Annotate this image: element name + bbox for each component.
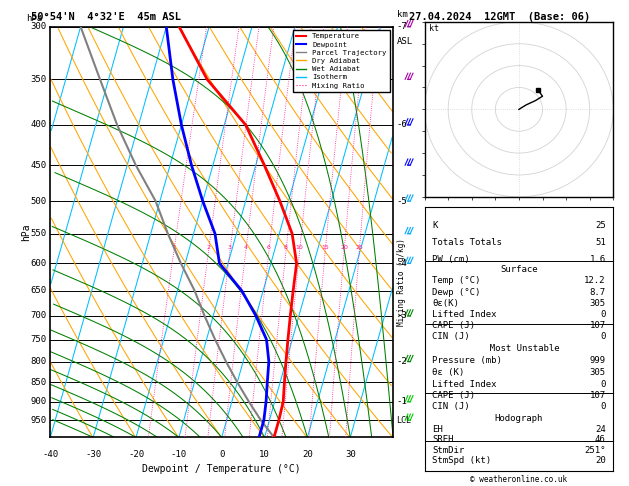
Text: LCL: LCL bbox=[396, 416, 411, 425]
Text: StmDir: StmDir bbox=[432, 446, 464, 455]
Text: 999: 999 bbox=[589, 356, 606, 364]
Text: © weatheronline.co.uk: © weatheronline.co.uk bbox=[470, 474, 567, 484]
Text: -10: -10 bbox=[171, 450, 187, 459]
Text: 3: 3 bbox=[228, 245, 232, 250]
Text: Mixing Ratio (g/kg): Mixing Ratio (g/kg) bbox=[397, 238, 406, 326]
Text: 305: 305 bbox=[589, 367, 606, 377]
Text: 900: 900 bbox=[31, 397, 47, 406]
Text: 550: 550 bbox=[31, 229, 47, 238]
Text: SREH: SREH bbox=[432, 435, 454, 444]
Text: CAPE (J): CAPE (J) bbox=[432, 391, 475, 400]
Text: 50°54'N  4°32'E  45m ASL: 50°54'N 4°32'E 45m ASL bbox=[31, 12, 181, 22]
Text: -6: -6 bbox=[396, 121, 408, 129]
Text: 1.6: 1.6 bbox=[589, 255, 606, 264]
Text: Most Unstable: Most Unstable bbox=[479, 344, 559, 353]
Text: 6: 6 bbox=[267, 245, 271, 250]
Text: Surface: Surface bbox=[500, 265, 538, 274]
Text: 8: 8 bbox=[284, 245, 288, 250]
Text: -4: -4 bbox=[396, 259, 408, 268]
Text: 15: 15 bbox=[321, 245, 329, 250]
Text: -5: -5 bbox=[396, 197, 408, 206]
Text: 0: 0 bbox=[600, 310, 606, 319]
Text: 400: 400 bbox=[31, 121, 47, 129]
Text: -7: -7 bbox=[396, 22, 408, 31]
Text: -3: -3 bbox=[396, 312, 408, 320]
Text: 20: 20 bbox=[302, 450, 313, 459]
Text: 305: 305 bbox=[589, 299, 606, 308]
Text: km: km bbox=[396, 10, 408, 18]
Text: 600: 600 bbox=[31, 259, 47, 268]
Text: kt: kt bbox=[430, 24, 439, 33]
Text: 10: 10 bbox=[296, 245, 303, 250]
Text: hPa: hPa bbox=[26, 14, 42, 23]
Text: 700: 700 bbox=[31, 312, 47, 320]
Text: 30: 30 bbox=[345, 450, 355, 459]
Text: 750: 750 bbox=[31, 335, 47, 344]
Text: 20: 20 bbox=[595, 456, 606, 465]
Text: PW (cm): PW (cm) bbox=[432, 255, 470, 264]
Text: hPa: hPa bbox=[21, 223, 31, 241]
Text: EH: EH bbox=[432, 425, 443, 434]
Text: 24: 24 bbox=[595, 425, 606, 434]
Text: 51: 51 bbox=[595, 238, 606, 247]
Text: Temp (°C): Temp (°C) bbox=[432, 276, 481, 285]
Text: 4: 4 bbox=[243, 245, 248, 250]
Text: Dewpoint / Temperature (°C): Dewpoint / Temperature (°C) bbox=[142, 464, 301, 474]
Text: 1: 1 bbox=[172, 245, 175, 250]
Text: 46: 46 bbox=[595, 435, 606, 444]
Text: 950: 950 bbox=[31, 416, 47, 425]
Text: 0: 0 bbox=[600, 402, 606, 411]
Text: 107: 107 bbox=[589, 321, 606, 330]
Text: 25: 25 bbox=[355, 245, 363, 250]
Text: 107: 107 bbox=[589, 391, 606, 400]
Text: 20: 20 bbox=[340, 245, 348, 250]
Text: -40: -40 bbox=[42, 450, 58, 459]
Text: 300: 300 bbox=[31, 22, 47, 31]
Legend: Temperature, Dewpoint, Parcel Trajectory, Dry Adiabat, Wet Adiabat, Isotherm, Mi: Temperature, Dewpoint, Parcel Trajectory… bbox=[292, 30, 389, 91]
Text: -20: -20 bbox=[128, 450, 144, 459]
Text: Hodograph: Hodograph bbox=[495, 414, 543, 423]
Text: 25: 25 bbox=[595, 221, 606, 229]
Text: 8.7: 8.7 bbox=[589, 288, 606, 296]
Text: 2: 2 bbox=[206, 245, 211, 250]
Text: StmSpd (kt): StmSpd (kt) bbox=[432, 456, 491, 465]
Text: 450: 450 bbox=[31, 161, 47, 170]
Text: 251°: 251° bbox=[584, 446, 606, 455]
Text: -1: -1 bbox=[396, 397, 408, 406]
Text: 500: 500 bbox=[31, 197, 47, 206]
Text: 10: 10 bbox=[259, 450, 270, 459]
Text: 800: 800 bbox=[31, 357, 47, 366]
Text: CAPE (J): CAPE (J) bbox=[432, 321, 475, 330]
Text: Pressure (mb): Pressure (mb) bbox=[432, 356, 502, 364]
Text: CIN (J): CIN (J) bbox=[432, 332, 470, 341]
Text: 27.04.2024  12GMT  (Base: 06): 27.04.2024 12GMT (Base: 06) bbox=[409, 12, 590, 22]
Text: 0: 0 bbox=[600, 380, 606, 388]
Text: CIN (J): CIN (J) bbox=[432, 402, 470, 411]
Text: ASL: ASL bbox=[396, 37, 413, 46]
Text: -2: -2 bbox=[396, 357, 408, 366]
Text: 0: 0 bbox=[219, 450, 225, 459]
Text: Dewp (°C): Dewp (°C) bbox=[432, 288, 481, 296]
Text: θε(K): θε(K) bbox=[432, 299, 459, 308]
Text: 650: 650 bbox=[31, 286, 47, 295]
Text: 350: 350 bbox=[31, 75, 47, 84]
Text: Totals Totals: Totals Totals bbox=[432, 238, 502, 247]
Text: K: K bbox=[432, 221, 438, 229]
Text: Lifted Index: Lifted Index bbox=[432, 380, 497, 388]
Text: 0: 0 bbox=[600, 332, 606, 341]
Text: θε (K): θε (K) bbox=[432, 367, 464, 377]
Text: Lifted Index: Lifted Index bbox=[432, 310, 497, 319]
Text: 850: 850 bbox=[31, 378, 47, 387]
Text: -30: -30 bbox=[85, 450, 101, 459]
Text: 12.2: 12.2 bbox=[584, 276, 606, 285]
